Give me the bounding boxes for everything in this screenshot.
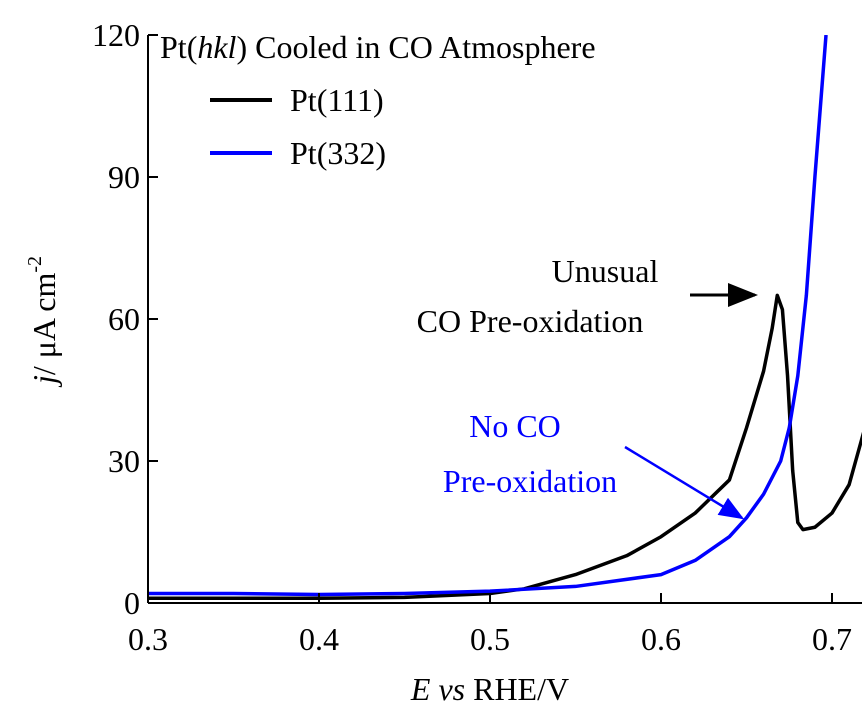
legend-label: Pt(111) xyxy=(290,82,384,118)
x-axis-label: E vs RHE/V xyxy=(410,671,569,707)
y-tick-label: 0 xyxy=(124,585,140,621)
x-tick-label: 0.7 xyxy=(812,621,852,657)
x-tick-label: 0.5 xyxy=(470,621,510,657)
y-tick-label: 30 xyxy=(108,443,140,479)
legend-title: Pt(hkl) Cooled in CO Atmosphere xyxy=(160,29,596,65)
annotation: Pre-oxidation xyxy=(443,463,617,499)
x-tick-label: 0.3 xyxy=(128,621,168,657)
x-tick-label: 0.4 xyxy=(299,621,339,657)
y-tick-label: 90 xyxy=(108,159,140,195)
y-axis-label: j/ μA cm-2 xyxy=(24,256,62,388)
y-tick-label: 120 xyxy=(92,17,140,53)
plot-area xyxy=(148,35,862,601)
annotation: Unusual xyxy=(552,253,659,289)
x-tick-label: 0.6 xyxy=(641,621,681,657)
y-tick-label: 60 xyxy=(108,301,140,337)
legend-label: Pt(332) xyxy=(290,135,386,171)
annotation: No CO xyxy=(469,408,561,444)
data-line xyxy=(148,35,828,597)
annotation-arrow xyxy=(624,445,745,520)
annotation: CO Pre-oxidation xyxy=(417,303,644,339)
data-line xyxy=(148,293,862,601)
